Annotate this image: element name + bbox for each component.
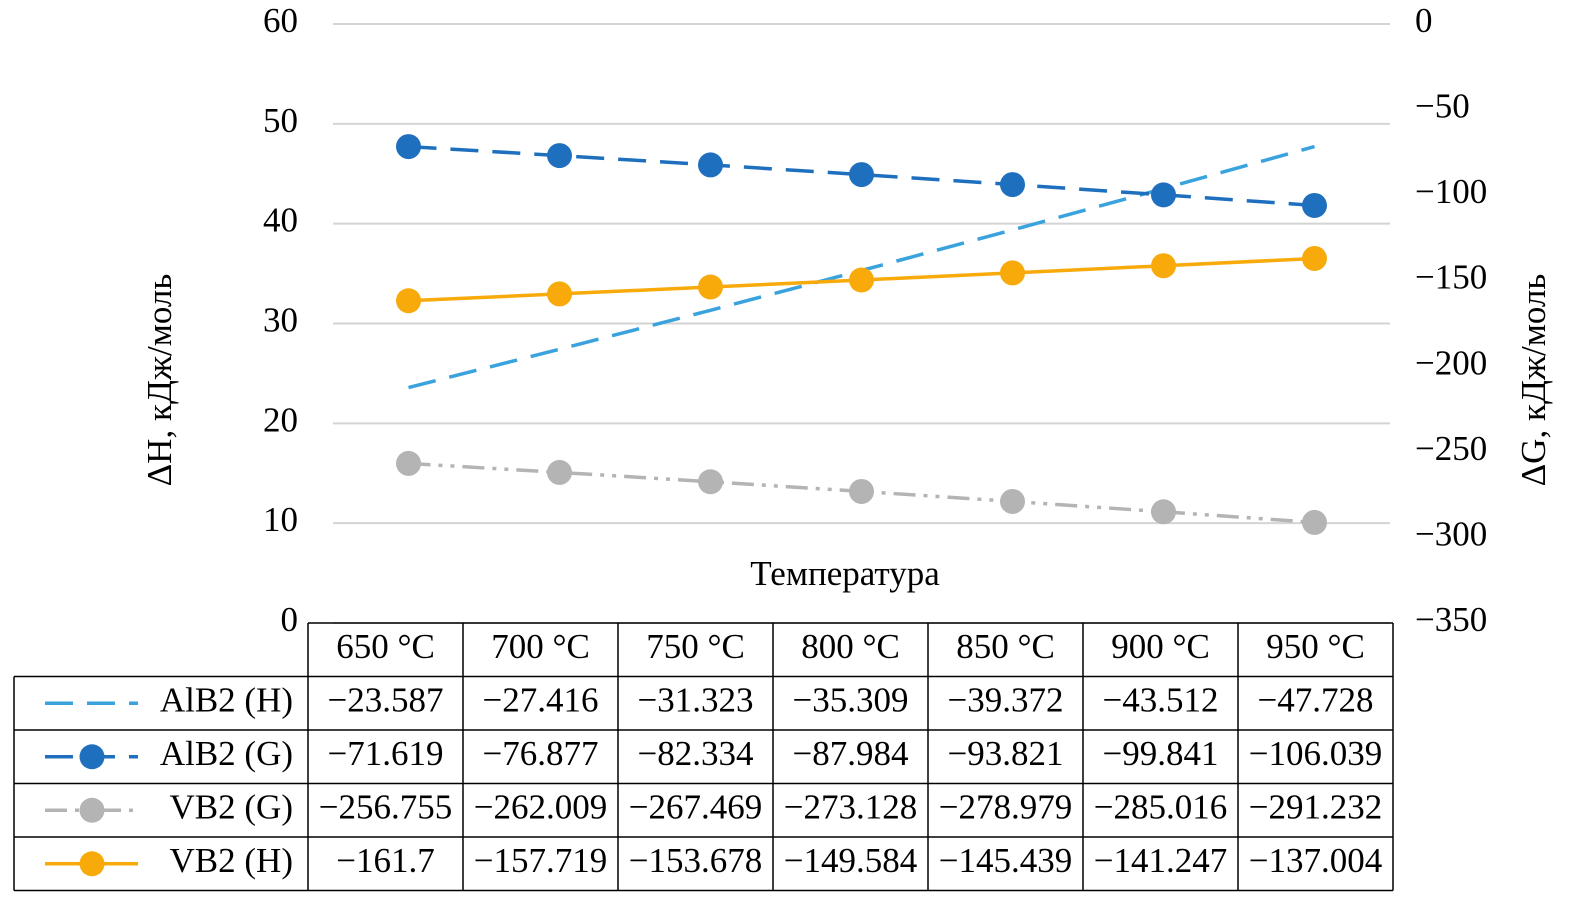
y2-axis-title: ΔG, кДж/моль (1514, 274, 1553, 487)
data-point (1151, 182, 1176, 208)
x-tick-label: 650 °C (336, 627, 435, 666)
data-point (1302, 192, 1327, 218)
table-cell: −153.678 (629, 841, 763, 880)
y-tick-label: 10 (263, 500, 298, 539)
table-cell: −39.372 (948, 680, 1064, 719)
table-cell: −285.016 (1094, 787, 1228, 826)
table-cell: −267.469 (629, 787, 763, 826)
y-tick-label: 60 (263, 1, 298, 40)
data-point (849, 267, 874, 293)
data-point (698, 469, 723, 495)
data-point (396, 134, 421, 160)
table-cell: −145.439 (939, 841, 1073, 880)
table-cell: −93.821 (948, 734, 1064, 773)
data-point (849, 478, 874, 504)
y-tick-label: 30 (263, 301, 298, 340)
legend-label: VB2 (G) (170, 787, 293, 826)
table-cell: −99.841 (1103, 734, 1219, 773)
data-point (698, 274, 723, 300)
data-point (1151, 253, 1176, 279)
table-cell: −273.128 (784, 787, 918, 826)
data-point (547, 281, 572, 307)
x-tick-label: 800 °C (801, 627, 900, 666)
table-cell: −291.232 (1249, 787, 1383, 826)
y-tick-label: 20 (263, 400, 298, 439)
data-point (1000, 488, 1025, 514)
table-cell: −141.247 (1094, 841, 1228, 880)
table-cell: −256.755 (319, 787, 453, 826)
legend-marker (79, 744, 105, 770)
x-tick-label: 900 °C (1111, 627, 1210, 666)
y2-tick-label: −150 (1415, 258, 1487, 297)
table-cell: −278.979 (939, 787, 1073, 826)
x-tick-label: 700 °C (491, 627, 590, 666)
x-tick-label: 950 °C (1266, 627, 1365, 666)
y-tick-label: 50 (263, 101, 298, 140)
table-cell: −87.984 (793, 734, 909, 773)
table-cell: −23.587 (328, 680, 444, 719)
data-point (547, 459, 572, 485)
y2-tick-label: 0 (1415, 1, 1433, 40)
y2-tick-label: −250 (1415, 429, 1487, 468)
data-point (1151, 499, 1176, 525)
legend-marker (79, 851, 105, 877)
y-tick-label: 40 (263, 201, 298, 240)
y-tick-label: 0 (281, 600, 299, 639)
data-point (396, 450, 421, 476)
table-cell: −262.009 (474, 787, 608, 826)
data-point (396, 288, 421, 314)
data-point (1302, 245, 1327, 271)
table-cell: −157.719 (474, 841, 608, 880)
table-cell: −82.334 (638, 734, 754, 773)
table-cell: −27.416 (483, 680, 599, 719)
legend-label: AlB2 (H) (160, 680, 293, 719)
data-point (1000, 172, 1025, 198)
y2-tick-label: −50 (1415, 87, 1470, 126)
table-cell: −35.309 (793, 680, 909, 719)
y2-tick-label: −100 (1415, 172, 1487, 211)
table-cell: −161.7 (336, 841, 435, 880)
legend-marker (79, 797, 105, 823)
data-point (698, 152, 723, 178)
y2-tick-label: −300 (1415, 514, 1487, 553)
table-cell: −149.584 (784, 841, 918, 880)
data-point (1302, 509, 1327, 535)
data-point (547, 143, 572, 169)
data-point (1000, 260, 1025, 286)
table-cell: −43.512 (1103, 680, 1219, 719)
x-axis-title: Температура (750, 554, 940, 593)
table-cell: −137.004 (1249, 841, 1383, 880)
legend-label: AlB2 (G) (160, 734, 293, 773)
x-tick-label: 750 °C (646, 627, 745, 666)
data-point (849, 162, 874, 188)
legend-label: VB2 (H) (170, 841, 293, 880)
x-tick-label: 850 °C (956, 627, 1055, 666)
table-cell: −71.619 (328, 734, 444, 773)
table-cell: −31.323 (638, 680, 754, 719)
table-cell: −76.877 (483, 734, 599, 773)
table-cell: −106.039 (1249, 734, 1383, 773)
y-axis-title: ΔH, кДж/моль (140, 274, 179, 487)
y2-tick-label: −200 (1415, 343, 1487, 382)
y2-tick-label: −350 (1415, 600, 1487, 639)
table-cell: −47.728 (1258, 680, 1374, 719)
